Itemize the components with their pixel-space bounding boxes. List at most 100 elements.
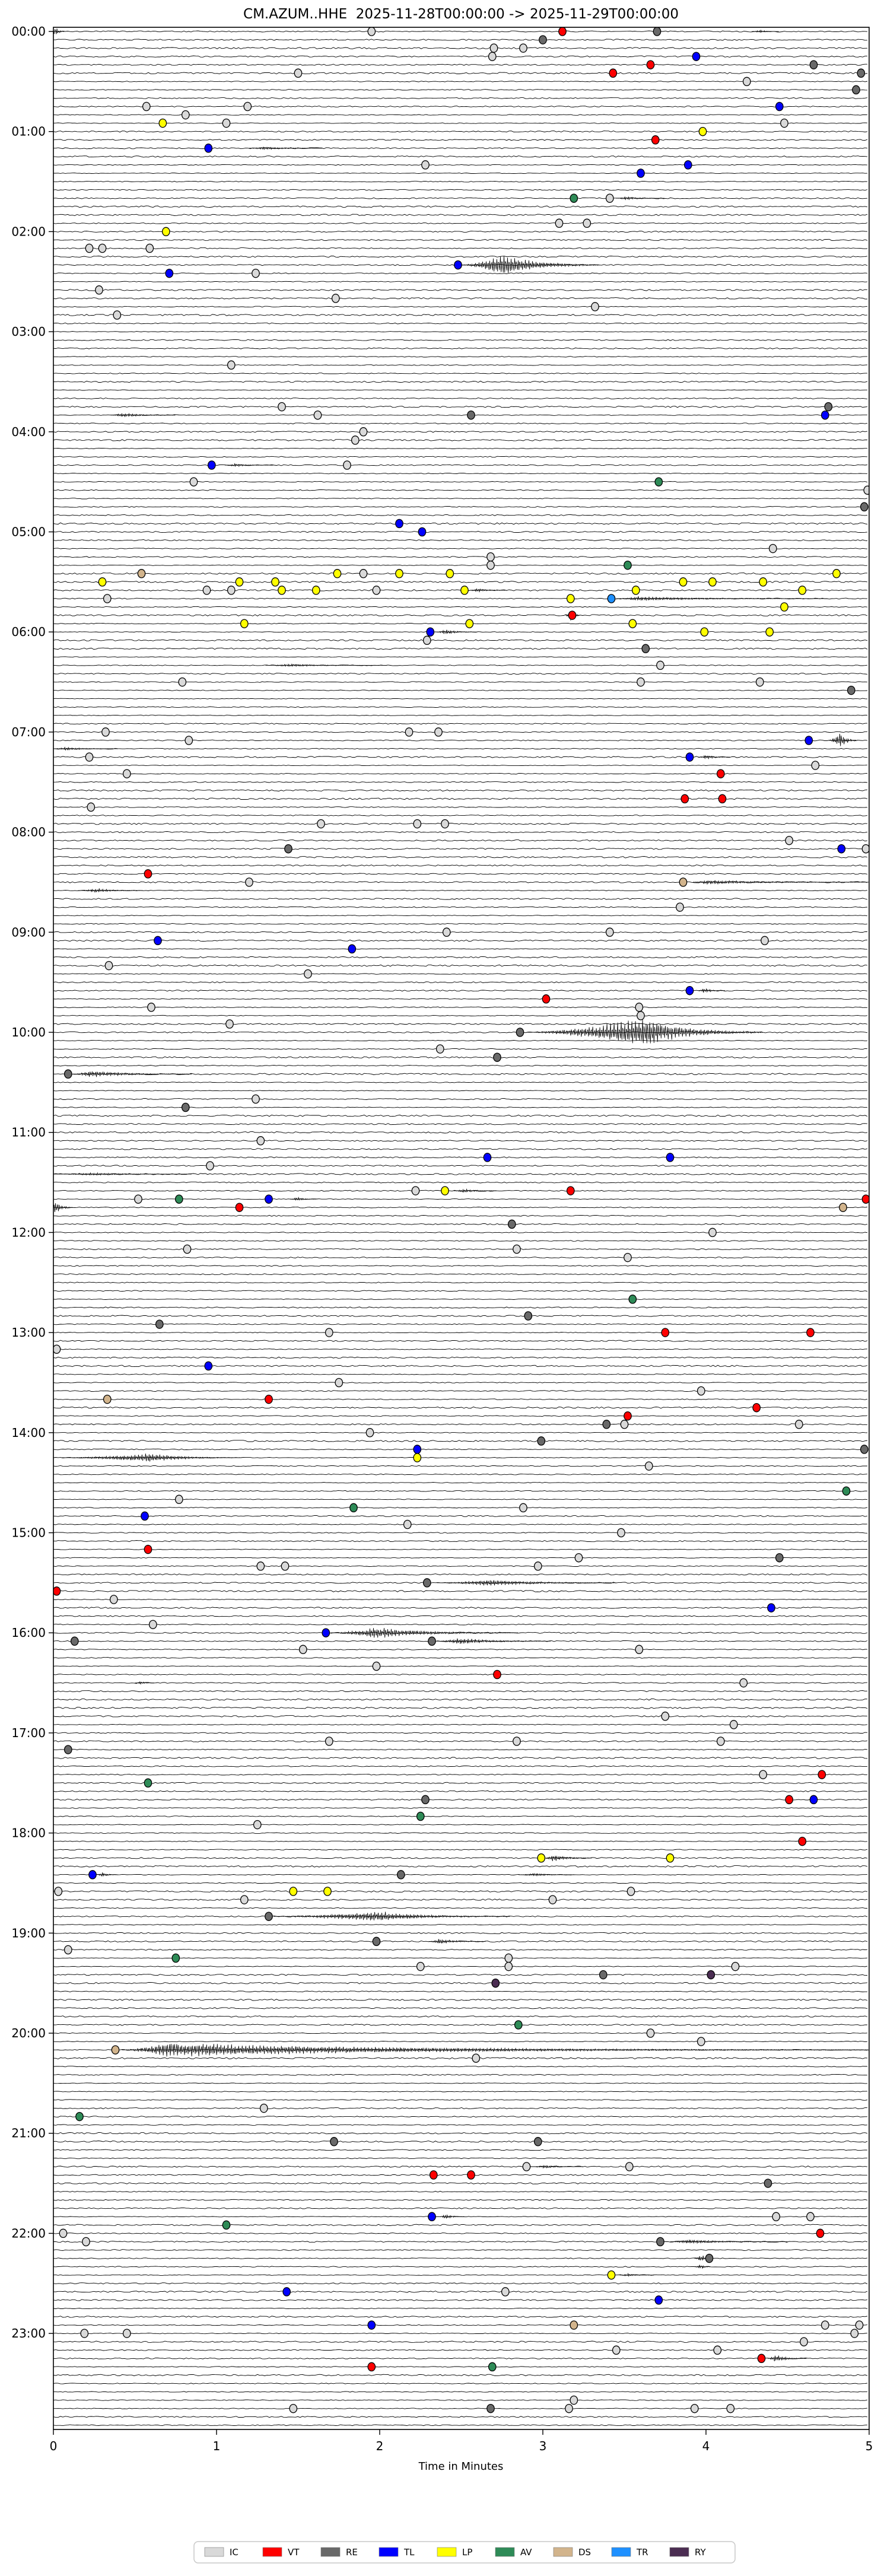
trace-row [53,106,868,107]
trace-row [53,981,868,984]
legend-swatch-ic [204,2547,224,2557]
hour-label: 11:00 [11,1125,46,1140]
event-marker [558,27,567,36]
event-marker [472,2053,481,2063]
trace-row [53,1565,868,1567]
event-marker [359,569,368,578]
event-marker [861,1194,869,1204]
trace-row [53,1006,868,1009]
trace-row [53,164,868,166]
event-marker [519,43,527,53]
hour-label: 16:00 [11,1626,46,1640]
event-marker [418,527,427,537]
event-marker [666,1153,675,1162]
trace-row [53,2282,868,2285]
trace-row [53,1465,868,1467]
trace-row [53,739,868,742]
trace-row [53,1440,868,1442]
event-marker [806,2212,815,2222]
event-marker [259,2103,268,2113]
event-marker [539,35,547,44]
event-marker [294,68,303,78]
event-marker [161,227,170,237]
seismic-burst [616,196,665,201]
event-marker [820,2320,829,2330]
trace-row [53,815,868,816]
legend: IC VT RE TL LP AV DS TR RY [193,2541,736,2564]
seismic-burst [698,988,725,993]
event-marker [757,2354,766,2364]
trace-row [53,2324,868,2326]
event-marker [63,1945,72,1955]
event-marker [122,2329,131,2338]
seismic-burst [97,1872,119,1877]
legend-swatch-ds [553,2547,573,2557]
plot-border [53,27,870,2430]
trace-row [53,2057,868,2060]
event-marker [798,1836,807,1846]
event-marker [772,2212,781,2222]
event-marker [421,160,430,170]
event-marker [416,1811,425,1821]
event-marker [654,2295,663,2305]
event-marker [348,944,357,954]
event-marker [707,1970,715,1980]
trace-row [53,2091,868,2092]
seismic-burst [526,1019,764,1044]
event-marker [842,1486,851,1496]
trace-row [53,990,868,992]
event-marker [174,1494,183,1505]
hour-label: 09:00 [11,925,46,939]
event-marker [70,1636,79,1646]
trace-row [53,1273,868,1276]
event-marker [278,586,286,595]
event-marker [767,1603,775,1613]
trace-row [53,2316,868,2318]
event-marker [109,1595,118,1604]
trace-row [53,272,868,274]
trace-row [53,731,868,733]
event-marker [775,1553,784,1563]
trace-row [53,1982,868,1985]
event-marker [566,594,575,603]
hour-label: 08:00 [11,825,46,839]
trace-row [53,1082,868,1083]
event-marker [507,1219,516,1229]
event-marker [252,268,260,278]
seismic-burst [694,2265,711,2269]
event-marker [367,2362,376,2372]
legend-swatch-lp [437,2547,457,2557]
trace-row [53,2024,868,2026]
trace-row [53,322,868,325]
trace-row [53,1690,868,1693]
event-marker [403,1519,412,1529]
trace-row [53,522,868,525]
trace-row [53,1699,868,1701]
event-marker [429,2170,438,2180]
trace-row [53,756,867,758]
event-marker [641,644,650,654]
event-marker [631,586,640,595]
event-marker [637,677,645,687]
legend-item: LP [437,2547,472,2558]
trace-row [53,797,868,800]
event-marker [227,586,236,595]
event-marker [365,1428,374,1438]
trace-row [53,1907,868,1909]
seismic-burst [290,1196,317,1201]
trace-row [53,1281,868,1283]
legend-swatch-av [495,2547,515,2557]
trace-row [53,789,868,792]
event-marker [359,427,368,437]
event-marker [148,1620,157,1629]
hour-label: 20:00 [11,2026,46,2040]
event-marker [839,1203,847,1212]
event-marker [602,1420,611,1429]
trace-row [53,1382,868,1384]
trace-row [53,1615,868,1617]
event-marker [113,310,122,320]
legend-swatch-re [320,2547,341,2557]
legend-swatch-vt [262,2547,282,2557]
trace-row [53,698,868,699]
event-marker [832,569,841,578]
